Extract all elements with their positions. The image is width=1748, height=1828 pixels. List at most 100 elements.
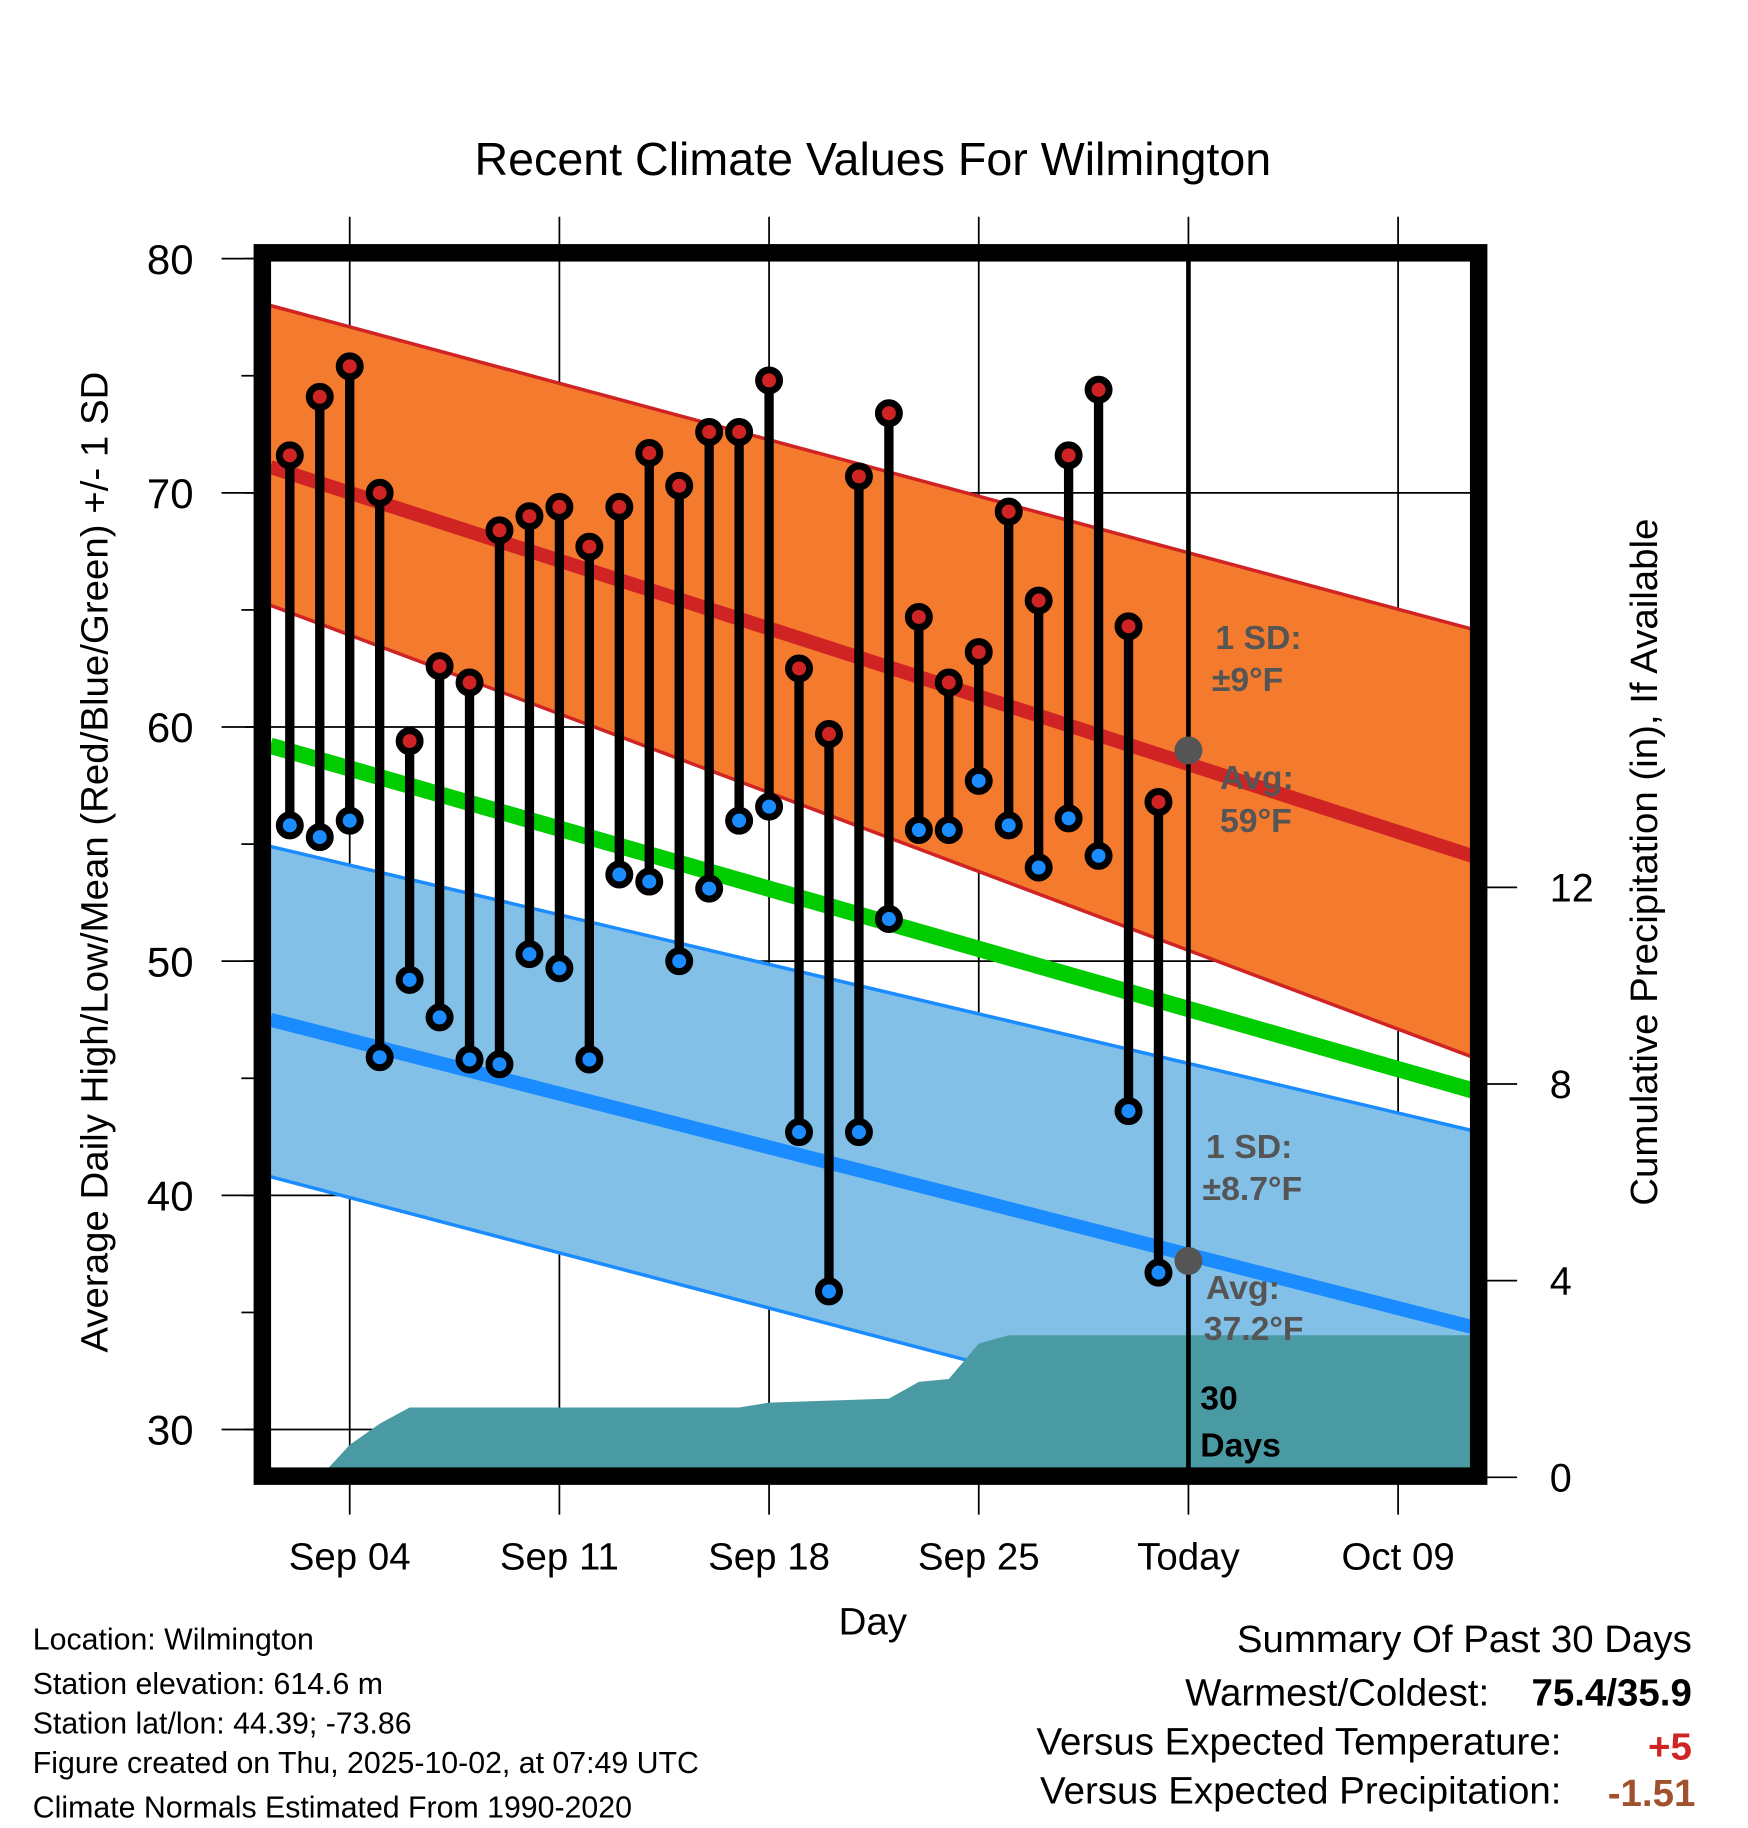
low-point xyxy=(964,766,993,795)
days-count-label: 30 xyxy=(1200,1380,1238,1418)
high-sd-value: ±9°F xyxy=(1212,661,1283,699)
high-point xyxy=(605,492,634,521)
low-point xyxy=(455,1045,484,1074)
y-tick-label: 60 xyxy=(147,704,194,751)
low-point xyxy=(515,940,544,969)
observations xyxy=(275,252,1203,1471)
location-text: Location: Wilmington xyxy=(33,1624,314,1657)
low-point xyxy=(395,965,424,994)
high-point xyxy=(964,638,993,667)
y-tick-label: 40 xyxy=(147,1173,194,1220)
temp-value: +5 xyxy=(1648,1725,1692,1768)
high-avg-line xyxy=(270,460,1478,865)
low-point xyxy=(425,1003,454,1032)
x-tick-label: Oct 09 xyxy=(1341,1535,1454,1578)
high-point xyxy=(1084,375,1113,404)
low-point xyxy=(1084,841,1113,870)
low-point xyxy=(545,954,574,983)
low-point xyxy=(994,811,1023,840)
today-high-avg-marker xyxy=(1174,736,1203,765)
low-point xyxy=(335,806,364,835)
x-tick-label: Sep 04 xyxy=(289,1535,411,1578)
chart-title: Recent Climate Values For Wilmington xyxy=(474,133,1271,185)
high-point xyxy=(1114,612,1143,641)
high-sd-band xyxy=(270,305,1478,1059)
low-point xyxy=(1024,853,1053,882)
high-point xyxy=(485,516,514,545)
summary: Summary Of Past 30 Days Warmest/Coldest:… xyxy=(1036,1618,1695,1815)
high-point xyxy=(635,439,664,467)
y-tick-label: 70 xyxy=(147,470,194,517)
y-tick-label: 80 xyxy=(147,236,194,283)
high-point xyxy=(994,497,1023,526)
high-point xyxy=(934,668,963,697)
created-text: Figure created on Thu, 2025-10-02, at 07… xyxy=(33,1747,699,1780)
high-point xyxy=(904,602,933,631)
y-axis-title: Average Daily High/Low/Mean (Red/Blue/Gr… xyxy=(73,372,116,1353)
low-avg-value: 37.2°F xyxy=(1204,1310,1304,1348)
footer-left: Location: Wilmington Station elevation: … xyxy=(33,1624,699,1825)
high-avg-value: 59°F xyxy=(1220,802,1292,840)
high-point xyxy=(455,668,484,697)
precip-value: -1.51 xyxy=(1608,1772,1696,1815)
precip-area xyxy=(327,1335,1478,1470)
high-point xyxy=(1054,441,1083,470)
low-point xyxy=(365,1043,394,1072)
high-point xyxy=(305,382,334,411)
low-point xyxy=(934,816,963,845)
plot-frame xyxy=(253,244,1488,1485)
x-tick-label: Sep 11 xyxy=(500,1535,619,1578)
low-point xyxy=(695,874,724,903)
high-point xyxy=(844,462,873,491)
high-point xyxy=(545,492,574,521)
high-sd-label: 1 SD: xyxy=(1215,619,1301,657)
normals-text: Climate Normals Estimated From 1990-2020 xyxy=(33,1792,632,1825)
warmest-value: 75.4/35.9 xyxy=(1532,1672,1692,1715)
x-axis-title: Day xyxy=(839,1601,908,1644)
low-point xyxy=(785,1118,814,1147)
low-point xyxy=(755,792,784,821)
elevation-text: Station elevation: 614.6 m xyxy=(33,1668,383,1701)
warmest-label: Warmest/Coldest: xyxy=(1185,1672,1489,1715)
high-point xyxy=(665,471,694,500)
high-point xyxy=(695,417,724,446)
high-point xyxy=(365,478,394,507)
low-point xyxy=(1114,1097,1143,1126)
y2-tick-label: 12 xyxy=(1550,866,1594,910)
high-plus-sd-line xyxy=(270,303,1478,633)
low-point xyxy=(844,1118,873,1147)
temp-label: Versus Expected Temperature: xyxy=(1036,1721,1561,1764)
today-low-avg-marker xyxy=(1174,1246,1203,1275)
low-point xyxy=(275,811,304,840)
low-point xyxy=(815,1277,843,1306)
low-point xyxy=(1054,804,1083,833)
x-tick-label: Sep 25 xyxy=(918,1535,1040,1578)
high-point xyxy=(425,652,454,681)
x-tick-label: Today xyxy=(1137,1535,1240,1578)
high-point xyxy=(874,399,903,428)
high-point xyxy=(755,366,784,395)
high-point xyxy=(725,417,754,446)
low-point xyxy=(605,860,634,889)
low-sd-label: 1 SD: xyxy=(1206,1128,1292,1166)
low-point xyxy=(904,816,933,845)
low-point xyxy=(635,867,664,896)
latlon-text: Station lat/lon: 44.39; -73.86 xyxy=(33,1708,412,1741)
high-point xyxy=(515,502,544,531)
low-point xyxy=(305,823,334,852)
y-tick-label: 30 xyxy=(147,1407,194,1454)
low-sd-value: ±8.7°F xyxy=(1203,1170,1303,1208)
y2-tick-label: 4 xyxy=(1550,1260,1572,1304)
y2-tick-label: 8 xyxy=(1550,1063,1572,1107)
high-point xyxy=(785,654,814,683)
y2-tick-label: 0 xyxy=(1550,1456,1572,1500)
high-point xyxy=(395,727,424,756)
low-point xyxy=(485,1050,514,1079)
y-tick-label: 50 xyxy=(147,938,194,985)
high-point xyxy=(575,532,604,561)
low-point xyxy=(725,806,754,835)
low-point xyxy=(665,947,694,976)
days-word-label: Days xyxy=(1200,1426,1281,1464)
